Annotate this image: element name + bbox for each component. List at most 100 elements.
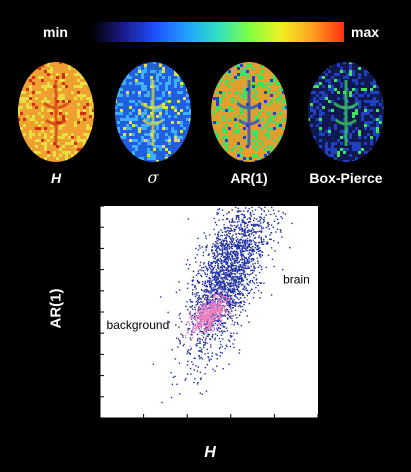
data-point [238, 293, 240, 295]
data-point [182, 345, 185, 347]
series-background [184, 291, 248, 347]
data-point [216, 309, 218, 312]
data-point [152, 363, 155, 365]
data-point [218, 318, 220, 320]
data-point [250, 273, 252, 275]
data-point [208, 327, 211, 329]
data-point [273, 240, 275, 242]
data-point [226, 308, 229, 311]
data-point [206, 288, 208, 291]
data-point [244, 276, 246, 278]
data-point [260, 256, 262, 258]
data-point [240, 239, 242, 241]
data-point [224, 282, 226, 285]
data-point [202, 332, 204, 334]
data-point [238, 210, 241, 212]
data-point [226, 230, 228, 232]
data-point [258, 253, 260, 255]
data-point [215, 311, 217, 313]
data-point [218, 298, 221, 300]
data-point [237, 283, 240, 285]
data-point [229, 253, 231, 255]
data-point [237, 224, 239, 226]
data-point [224, 288, 227, 291]
data-point [232, 244, 235, 246]
data-point [248, 245, 251, 248]
data-point [225, 298, 228, 300]
data-point [213, 312, 215, 314]
data-point [242, 280, 244, 282]
data-point [238, 246, 240, 249]
data-point [215, 305, 217, 307]
data-point [218, 252, 220, 255]
data-point [200, 308, 203, 310]
data-point [227, 265, 229, 268]
data-point [234, 267, 236, 269]
data-point [203, 262, 205, 264]
data-point [233, 280, 235, 283]
data-point [226, 242, 228, 244]
data-point [203, 333, 206, 335]
data-point [221, 262, 223, 264]
data-point [259, 255, 261, 257]
data-point [224, 313, 226, 316]
data-point [207, 294, 209, 297]
data-point [211, 313, 214, 315]
data-point [230, 247, 232, 249]
data-point [224, 288, 227, 290]
data-point [217, 286, 220, 289]
colorbar-max-label: max [351, 24, 380, 40]
data-point [241, 279, 243, 281]
data-point [220, 242, 223, 245]
data-point [217, 233, 219, 236]
data-point [205, 265, 207, 268]
data-point [257, 266, 259, 268]
data-point [194, 325, 197, 328]
data-point [254, 246, 256, 249]
data-point [214, 339, 216, 341]
data-point [248, 292, 250, 294]
data-point [223, 248, 226, 250]
data-point [231, 269, 233, 271]
data-point [204, 341, 206, 344]
data-point [229, 285, 231, 288]
sigma-map-label: σ [147, 168, 159, 187]
data-point [231, 288, 233, 290]
data-point [237, 252, 239, 254]
data-point [252, 234, 255, 237]
data-point [240, 210, 242, 212]
data-point [206, 327, 208, 329]
data-point [194, 318, 196, 320]
data-point [205, 330, 207, 332]
data-point [230, 308, 232, 310]
data-point [200, 298, 202, 300]
data-point [217, 322, 219, 325]
data-point [248, 230, 251, 232]
data-point [187, 268, 190, 270]
data-point [215, 272, 217, 274]
data-point [185, 263, 188, 266]
data-point [228, 211, 230, 214]
data-point [230, 242, 232, 244]
data-point [209, 316, 211, 318]
data-point [221, 285, 223, 288]
data-point [253, 270, 255, 272]
data-point [249, 289, 252, 292]
data-point [179, 340, 181, 342]
data-point [236, 248, 238, 250]
data-point [214, 308, 217, 310]
data-point [208, 276, 211, 279]
data-point [257, 245, 260, 247]
data-point [201, 334, 203, 337]
data-point [233, 268, 235, 270]
data-point [200, 377, 202, 379]
data-point [262, 221, 264, 224]
data-point [208, 300, 210, 302]
data-point [280, 231, 282, 233]
data-point [225, 231, 227, 233]
data-point [261, 268, 263, 271]
data-point [255, 218, 258, 220]
data-point [232, 239, 234, 241]
data-point [218, 311, 220, 313]
